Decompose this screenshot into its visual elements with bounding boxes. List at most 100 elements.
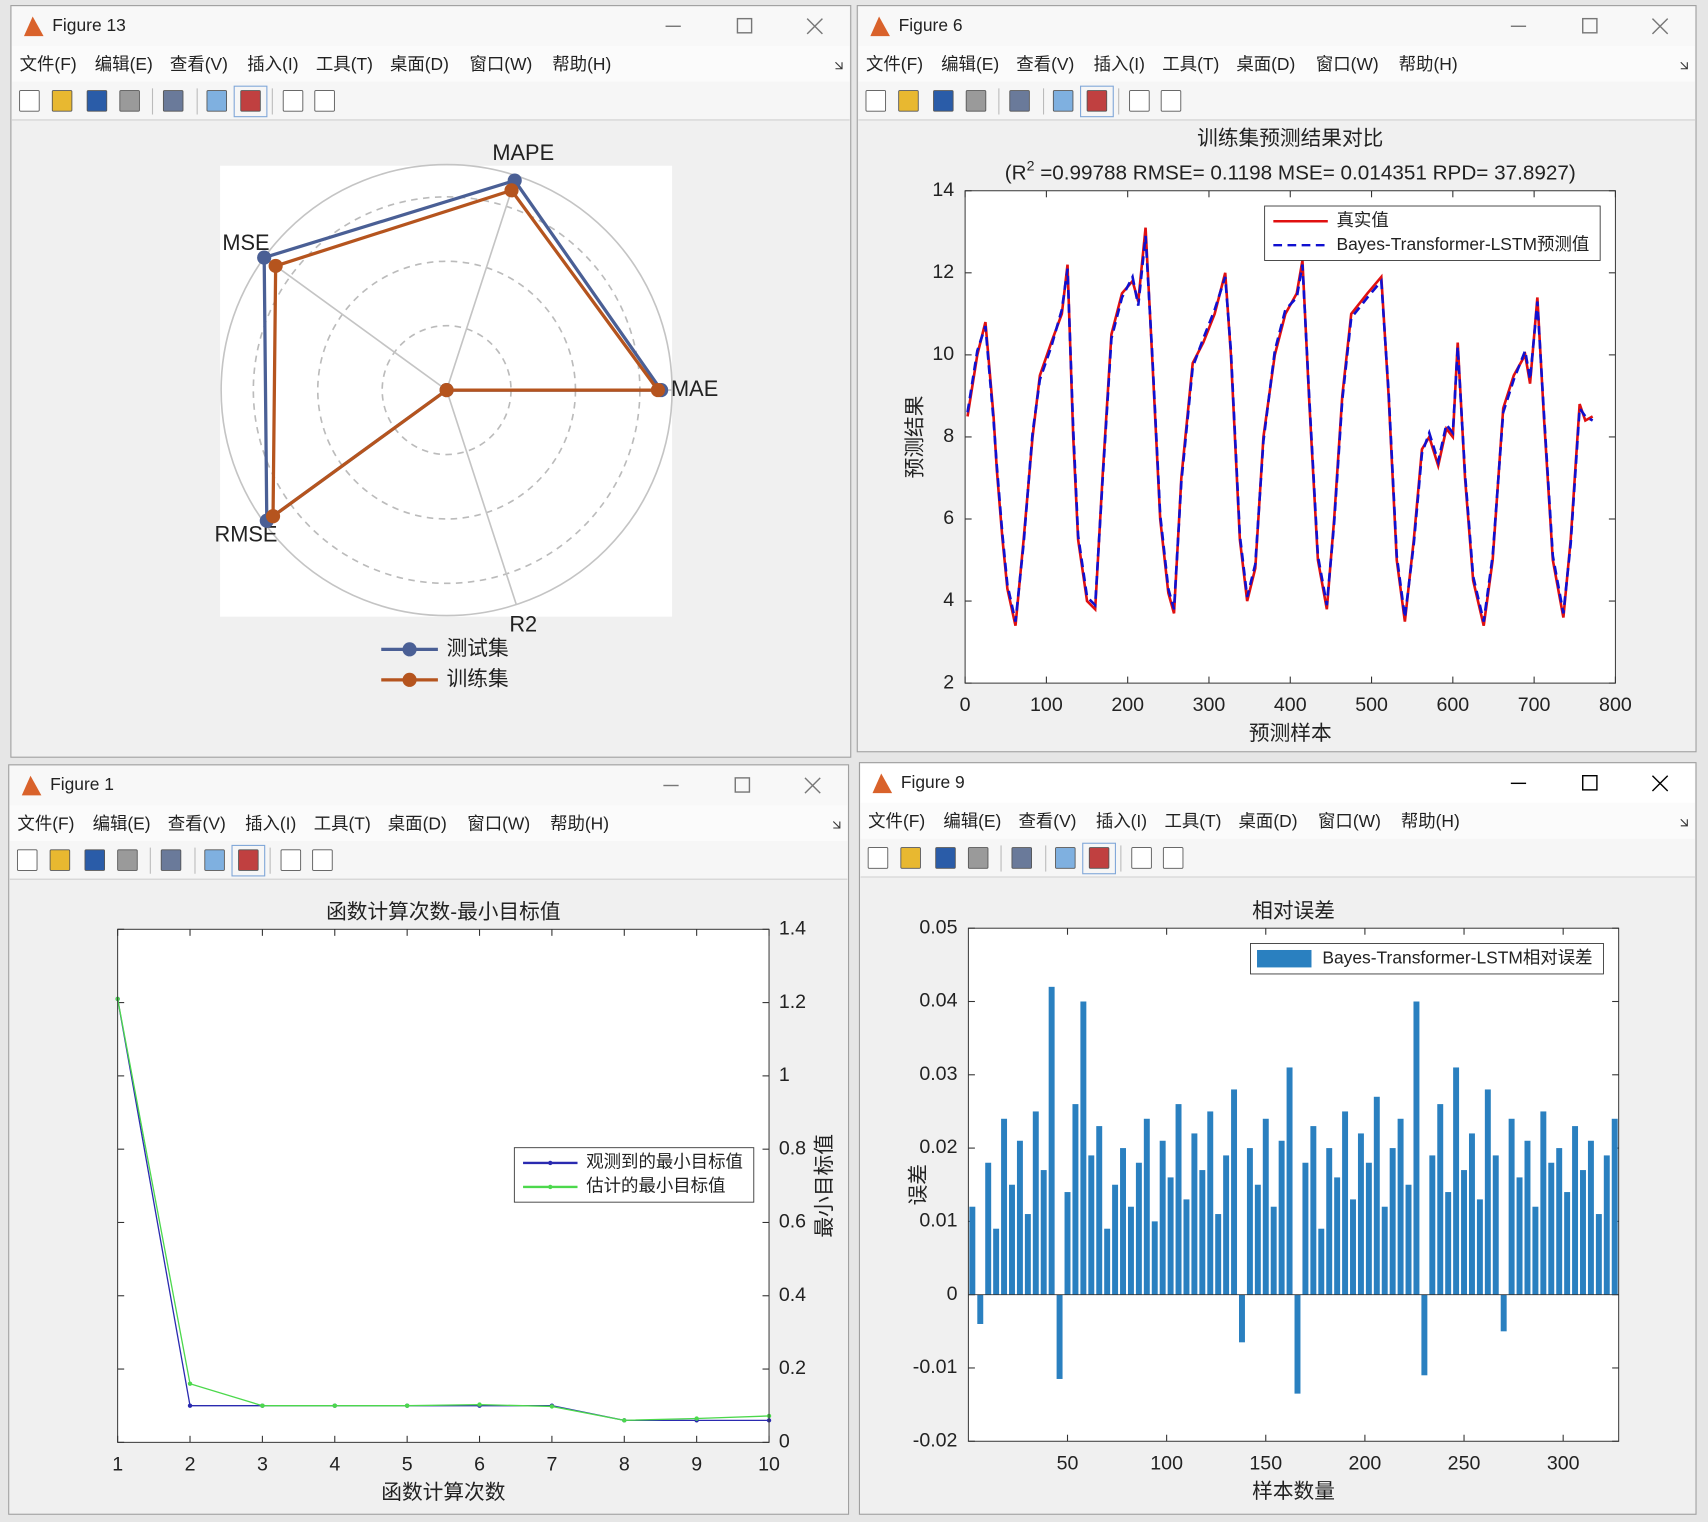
menu-bar bbox=[11, 45, 850, 82]
toolbar-button[interactable] bbox=[1086, 90, 1108, 112]
menu-item[interactable]: 插入(I) bbox=[1096, 811, 1147, 831]
menu-arrow bbox=[835, 61, 843, 70]
menu-item[interactable]: 文件(F) bbox=[20, 54, 77, 74]
close-button[interactable] bbox=[806, 18, 823, 35]
menu-item[interactable]: 窗口(W) bbox=[467, 813, 530, 833]
toolbar-button[interactable] bbox=[49, 849, 71, 871]
toolbar-button[interactable] bbox=[16, 849, 38, 871]
toolbar-button[interactable] bbox=[117, 849, 138, 871]
toolbar-button[interactable] bbox=[51, 90, 73, 112]
menu-item[interactable]: 窗口(W) bbox=[469, 54, 532, 74]
toolbar-button[interactable] bbox=[84, 849, 106, 871]
menu-item[interactable]: 桌面(D) bbox=[1236, 54, 1295, 74]
menu-item[interactable]: 工具(T) bbox=[314, 813, 371, 833]
y-tick-label: 0.03 bbox=[919, 1063, 957, 1085]
menu-item[interactable]: 窗口(W) bbox=[1318, 811, 1381, 831]
y-tick-label: 6 bbox=[943, 507, 954, 529]
toolbar-button[interactable] bbox=[1129, 90, 1150, 112]
series-marker bbox=[268, 258, 283, 273]
toolbar-button[interactable] bbox=[19, 90, 40, 112]
window-title: Figure 6 bbox=[899, 15, 963, 35]
menu-item[interactable]: 查看(V) bbox=[168, 813, 226, 833]
bar bbox=[1175, 1104, 1182, 1295]
bar bbox=[1365, 1162, 1372, 1295]
menu-item[interactable]: 帮助(H) bbox=[1401, 811, 1460, 831]
menu-item[interactable]: 插入(I) bbox=[1094, 54, 1145, 74]
toolbar-button[interactable] bbox=[1162, 847, 1184, 869]
toolbar-button[interactable] bbox=[206, 90, 228, 112]
close-button[interactable] bbox=[1651, 18, 1669, 35]
menu-item[interactable]: 桌面(D) bbox=[388, 813, 447, 833]
toolbar-toggle bbox=[1082, 842, 1116, 875]
menu-item[interactable]: 文件(F) bbox=[866, 54, 923, 74]
maximize-button[interactable] bbox=[1582, 774, 1598, 791]
menu-item[interactable]: 编辑(E) bbox=[941, 54, 999, 74]
toolbar-button[interactable] bbox=[867, 847, 889, 869]
menu-item[interactable]: 文件(F) bbox=[868, 811, 925, 831]
menu-item[interactable]: 编辑(E) bbox=[943, 811, 1001, 831]
toolbar-button[interactable] bbox=[282, 90, 304, 112]
series-line bbox=[966, 235, 1594, 622]
menu-item[interactable]: 工具(T) bbox=[316, 54, 373, 74]
menu-item[interactable]: 帮助(H) bbox=[550, 813, 609, 833]
toolbar-button[interactable] bbox=[160, 849, 182, 871]
maximize-button[interactable] bbox=[1582, 17, 1598, 34]
toolbar-button[interactable] bbox=[1088, 847, 1110, 869]
menu-item[interactable]: 桌面(D) bbox=[1239, 811, 1298, 831]
menu-item[interactable]: 查看(V) bbox=[1016, 54, 1074, 74]
menu-arrow bbox=[1680, 61, 1688, 70]
toolbar-button[interactable] bbox=[935, 847, 956, 869]
bar bbox=[1127, 1206, 1134, 1295]
toolbar-button[interactable] bbox=[1131, 847, 1152, 869]
x-tick-label: 8 bbox=[619, 1453, 630, 1475]
menu-item[interactable]: 帮助(H) bbox=[552, 54, 611, 74]
toolbar-button[interactable] bbox=[1055, 847, 1076, 869]
bar bbox=[1135, 1162, 1142, 1295]
toolbar-button[interactable] bbox=[1052, 90, 1074, 112]
y-tick-label: 4 bbox=[943, 589, 954, 611]
toolbar-button[interactable] bbox=[240, 90, 261, 112]
menu-item[interactable]: 查看(V) bbox=[170, 54, 228, 74]
menu-item[interactable]: 工具(T) bbox=[1162, 54, 1219, 74]
toolbar-button[interactable] bbox=[1009, 90, 1030, 112]
toolbar-button[interactable] bbox=[965, 90, 987, 112]
menu-item[interactable]: 编辑(E) bbox=[95, 54, 153, 74]
close-button[interactable] bbox=[804, 777, 821, 794]
bar bbox=[1389, 1148, 1396, 1295]
toolbar-button[interactable] bbox=[900, 847, 921, 869]
toolbar-button[interactable] bbox=[162, 90, 184, 112]
bar bbox=[1246, 1148, 1253, 1295]
toolbar-button[interactable] bbox=[967, 847, 989, 869]
bar bbox=[1476, 1199, 1483, 1295]
menu-item[interactable]: 插入(I) bbox=[247, 54, 298, 74]
legend-swatch bbox=[1257, 949, 1312, 968]
toolbar-button[interactable] bbox=[204, 849, 225, 871]
menu-item[interactable]: 桌面(D) bbox=[390, 54, 449, 74]
series-marker bbox=[650, 383, 665, 398]
toolbar-button[interactable] bbox=[280, 849, 302, 871]
maximize-button[interactable] bbox=[734, 777, 751, 793]
menu-item[interactable]: 文件(F) bbox=[17, 813, 74, 833]
x-tick-label: 6 bbox=[474, 1453, 485, 1475]
menu-item[interactable]: 帮助(H) bbox=[1399, 54, 1458, 74]
bar bbox=[1112, 1184, 1119, 1295]
bar bbox=[1104, 1228, 1111, 1295]
toolbar-button[interactable] bbox=[238, 849, 259, 871]
menu-item[interactable]: 编辑(E) bbox=[93, 813, 151, 833]
close-button[interactable] bbox=[1651, 775, 1669, 792]
maximize-button[interactable] bbox=[736, 17, 753, 34]
toolbar-button[interactable] bbox=[86, 90, 108, 112]
menu-item[interactable]: 窗口(W) bbox=[1316, 54, 1379, 74]
menu-item[interactable]: 工具(T) bbox=[1164, 811, 1221, 831]
toolbar-button[interactable] bbox=[1160, 90, 1182, 112]
menu-item[interactable]: 插入(I) bbox=[245, 813, 296, 833]
bar bbox=[1453, 1067, 1460, 1295]
toolbar-button[interactable] bbox=[119, 90, 140, 112]
toolbar-button[interactable] bbox=[865, 90, 887, 112]
toolbar-button[interactable] bbox=[312, 849, 333, 871]
menu-item[interactable]: 查看(V) bbox=[1018, 811, 1076, 831]
toolbar-button[interactable] bbox=[314, 90, 335, 112]
toolbar-button[interactable] bbox=[898, 90, 919, 112]
toolbar-button[interactable] bbox=[933, 90, 954, 112]
toolbar-button[interactable] bbox=[1011, 847, 1032, 869]
